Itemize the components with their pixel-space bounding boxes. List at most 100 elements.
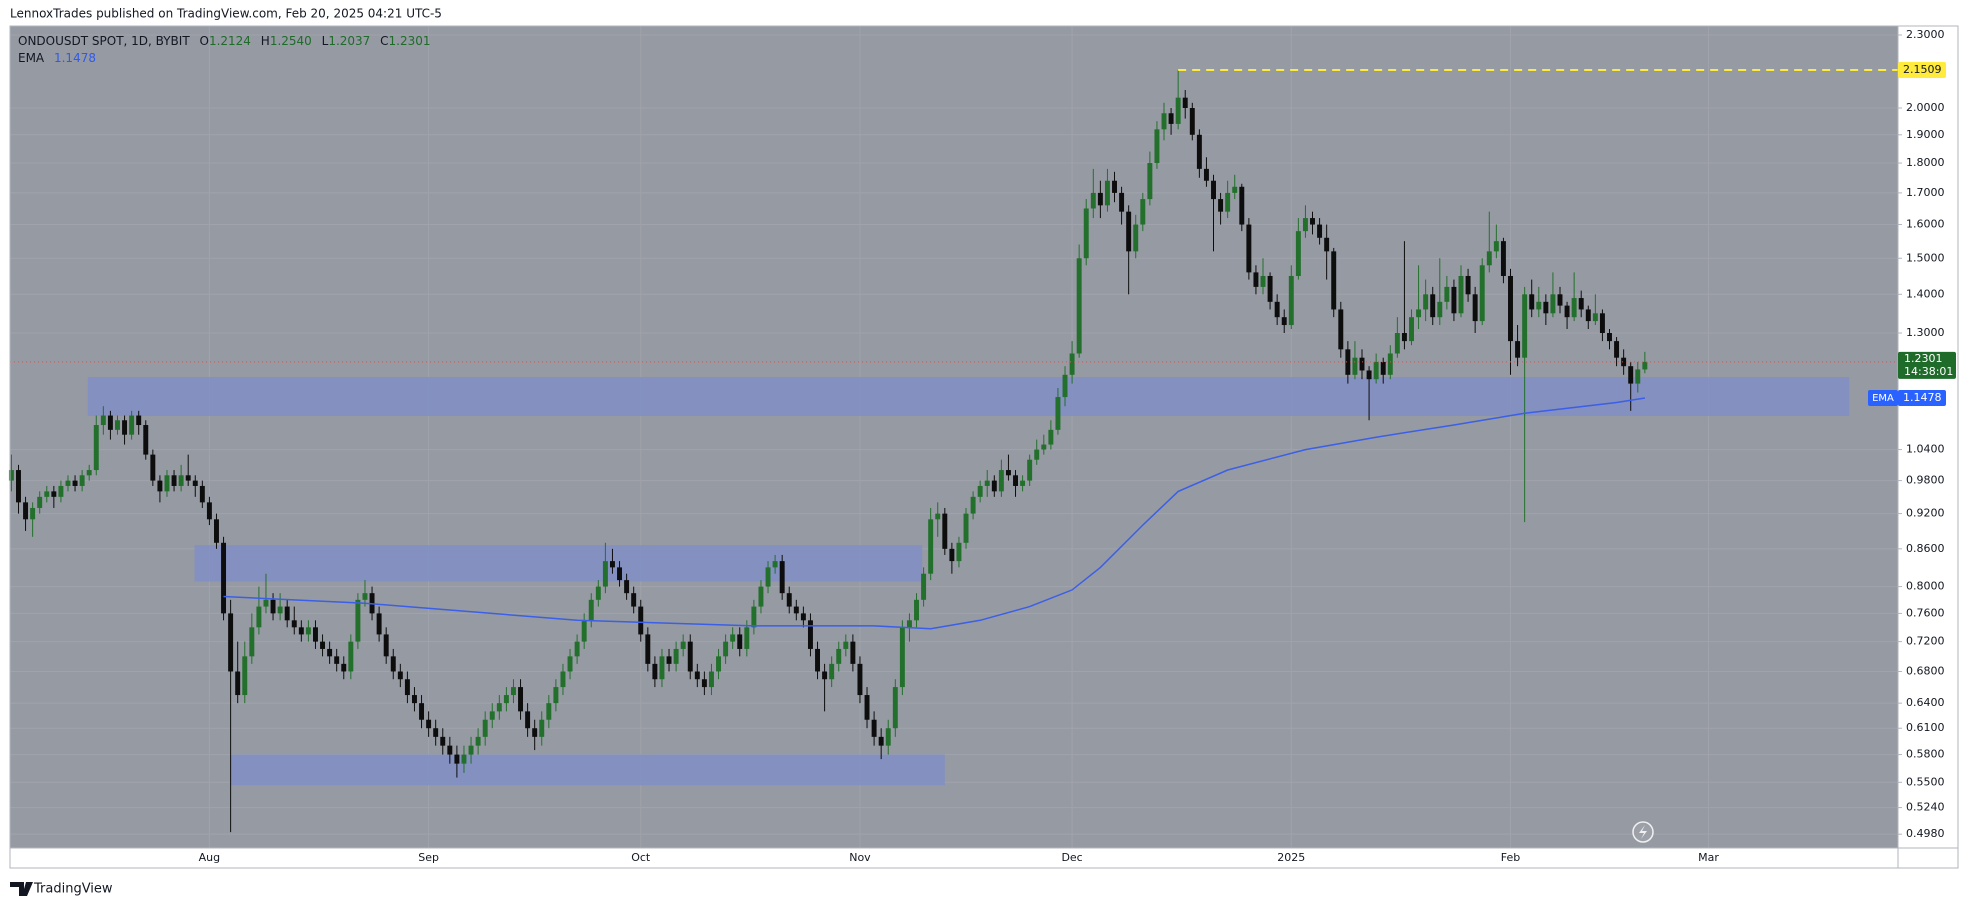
candle-body	[1338, 309, 1344, 350]
candle-body	[744, 627, 750, 649]
candle-body	[1288, 275, 1294, 326]
candle-body	[1090, 192, 1096, 209]
candle-body	[44, 491, 50, 497]
candle-body	[489, 711, 495, 720]
candle-body	[1373, 361, 1379, 380]
candle-body	[1614, 341, 1620, 358]
candle-body	[942, 513, 948, 549]
candle-body	[1013, 475, 1018, 486]
candle-body	[921, 573, 927, 600]
candle-body	[1310, 218, 1315, 225]
candle-body	[334, 656, 340, 664]
candle-body	[567, 656, 573, 672]
candle-body	[659, 656, 665, 680]
candle-body	[1211, 180, 1216, 200]
ema-line	[223, 397, 1646, 630]
candle-body	[249, 627, 255, 657]
candle-body	[687, 641, 693, 672]
y-tick-label: 2.0000	[1906, 101, 1945, 114]
candle-body	[1401, 333, 1407, 342]
candle-body	[1536, 301, 1542, 310]
candle-body	[122, 420, 128, 435]
candle-body	[1409, 317, 1414, 342]
candle-body	[72, 480, 78, 486]
candle-body	[864, 695, 870, 720]
candle-body	[602, 561, 608, 587]
candle-body	[482, 719, 488, 737]
candle-body	[143, 425, 149, 455]
candle-body	[871, 719, 877, 737]
candle-body	[765, 567, 771, 587]
candle-body	[30, 507, 36, 520]
candle-body	[1359, 357, 1365, 371]
candle-body	[928, 519, 934, 574]
candle-body	[1430, 294, 1436, 318]
candle-body	[751, 606, 757, 628]
y-tick-label: 0.5800	[1906, 748, 1945, 761]
candle-body	[843, 641, 849, 649]
candle-body	[192, 480, 198, 486]
candle-body	[1267, 275, 1273, 302]
candle-body	[624, 580, 630, 594]
candle-body	[906, 620, 912, 628]
candle-body	[150, 454, 156, 481]
x-tick-label: Feb	[1501, 851, 1520, 864]
candle-body	[1522, 294, 1528, 358]
candle-body	[454, 754, 460, 764]
candle-body	[185, 475, 191, 481]
candle-body	[270, 599, 276, 614]
candle-body	[510, 687, 516, 696]
candle-body	[581, 620, 587, 642]
candle-body	[1564, 305, 1570, 318]
candle-body	[23, 502, 29, 520]
frame	[9, 25, 1959, 869]
candle-body	[1274, 301, 1280, 318]
candle-body	[991, 480, 997, 492]
zone	[230, 754, 945, 786]
ohlc-value: 1.2124	[209, 34, 251, 48]
candle-body	[822, 671, 828, 680]
candle-body	[362, 593, 368, 600]
symbol-legend: ONDOUSDT SPOT, 1D, BYBIT O1.2124 H1.2540…	[18, 34, 431, 48]
y-tick-label: 0.5500	[1906, 775, 1945, 788]
x-tick-label: Nov	[849, 851, 871, 864]
candle-body	[1232, 186, 1238, 193]
y-tick-label: 1.6000	[1906, 218, 1945, 231]
candle-body	[758, 586, 764, 607]
candle-body	[206, 502, 212, 520]
y-tick-label: 1.4000	[1906, 287, 1945, 300]
ohlc-letter: O	[200, 34, 209, 48]
ema-name-box	[1868, 390, 1898, 407]
replay-icon-bolt	[1639, 825, 1647, 839]
candle-body	[1599, 313, 1605, 334]
candle-body	[652, 663, 658, 680]
candle-body	[327, 648, 333, 657]
candle-body	[1083, 208, 1089, 259]
candle-body	[1465, 275, 1471, 295]
candle-body	[1642, 361, 1648, 370]
ohlc-letter: L	[322, 34, 329, 48]
candle-body	[1161, 113, 1167, 130]
candle-body	[786, 593, 792, 607]
candle-body	[892, 687, 898, 729]
ema-value-box	[1898, 390, 1946, 407]
candle-body	[1260, 275, 1266, 287]
candle-body	[1041, 444, 1047, 450]
candle-body	[426, 719, 432, 729]
x-tick-label: Sep	[418, 851, 439, 864]
candle-body	[1225, 192, 1231, 212]
candle-body	[878, 736, 884, 746]
candle-body	[235, 671, 241, 696]
candle-body	[730, 634, 736, 642]
candle-body	[115, 420, 120, 430]
candle-body	[1218, 199, 1224, 212]
candle-body	[341, 663, 347, 672]
candle-body	[1635, 369, 1641, 384]
candle-body	[136, 415, 142, 426]
candle-body	[1380, 361, 1386, 375]
candle-body	[1182, 97, 1188, 109]
candle-body	[164, 475, 170, 492]
candle-body	[1550, 294, 1556, 314]
candle-body	[277, 606, 283, 614]
x-tick-label: 2025	[1277, 851, 1305, 864]
